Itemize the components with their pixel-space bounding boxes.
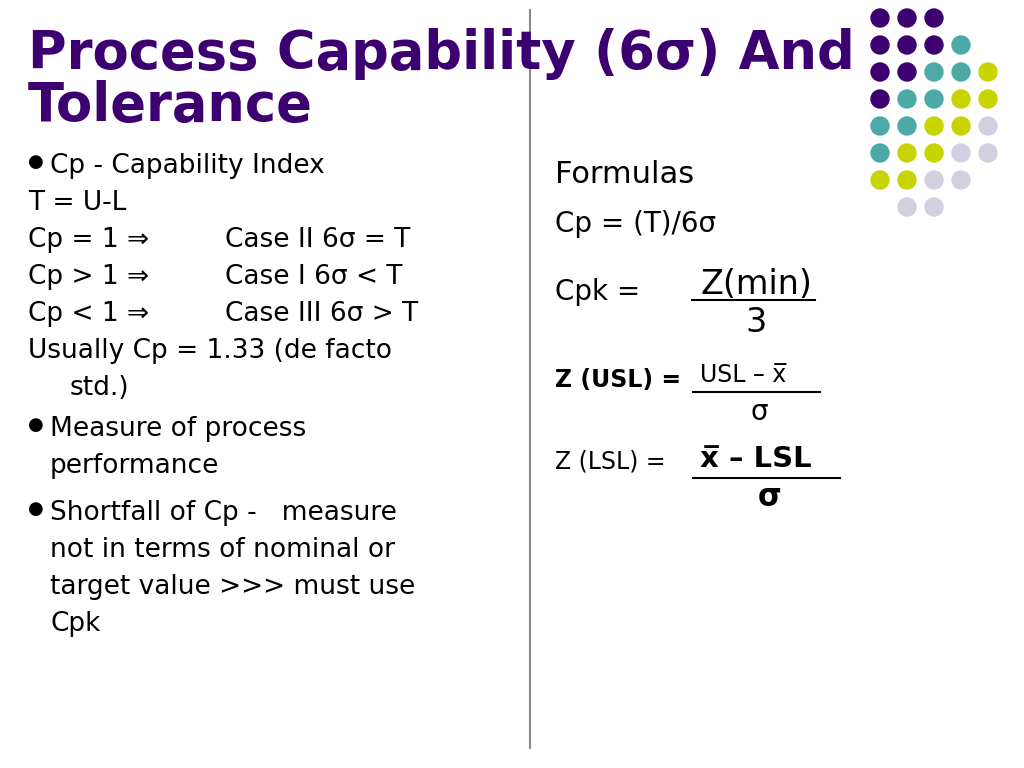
- Circle shape: [871, 117, 889, 135]
- Text: target value >>> must use: target value >>> must use: [50, 574, 416, 600]
- Circle shape: [898, 9, 916, 27]
- Circle shape: [898, 63, 916, 81]
- Circle shape: [979, 90, 997, 108]
- Circle shape: [925, 9, 943, 27]
- Text: ●: ●: [28, 500, 44, 518]
- Circle shape: [898, 171, 916, 189]
- Circle shape: [952, 90, 970, 108]
- Circle shape: [925, 63, 943, 81]
- Text: Usually Cp = 1.33 (de facto: Usually Cp = 1.33 (de facto: [28, 338, 392, 364]
- Circle shape: [952, 171, 970, 189]
- Circle shape: [925, 36, 943, 54]
- Text: Shortfall of Cp -   measure: Shortfall of Cp - measure: [50, 500, 397, 526]
- Text: performance: performance: [50, 453, 219, 479]
- Text: Formulas: Formulas: [555, 160, 694, 189]
- Text: Case I 6σ < T: Case I 6σ < T: [225, 264, 402, 290]
- Circle shape: [925, 171, 943, 189]
- Text: Cpk =: Cpk =: [555, 278, 649, 306]
- Circle shape: [925, 144, 943, 162]
- Text: Measure of process: Measure of process: [50, 416, 306, 442]
- Text: Cp > 1 ⇒: Cp > 1 ⇒: [28, 264, 150, 290]
- Text: 3: 3: [745, 306, 766, 339]
- Text: Cp - Capability Index: Cp - Capability Index: [50, 153, 325, 179]
- Text: Process Capability (6σ) And: Process Capability (6σ) And: [28, 28, 855, 80]
- Text: USL – x̅: USL – x̅: [700, 363, 786, 387]
- Circle shape: [898, 117, 916, 135]
- Text: not in terms of nominal or: not in terms of nominal or: [50, 537, 395, 563]
- Circle shape: [925, 198, 943, 216]
- Circle shape: [871, 36, 889, 54]
- Circle shape: [979, 63, 997, 81]
- Text: Z (USL) =: Z (USL) =: [555, 368, 681, 392]
- Text: ●: ●: [28, 153, 44, 171]
- Text: σ: σ: [758, 483, 781, 512]
- Text: Cp = (T)/6σ: Cp = (T)/6σ: [555, 210, 716, 238]
- Text: σ: σ: [750, 398, 768, 426]
- Circle shape: [952, 36, 970, 54]
- Circle shape: [871, 144, 889, 162]
- Text: Case II 6σ = T: Case II 6σ = T: [225, 227, 411, 253]
- Circle shape: [979, 144, 997, 162]
- Circle shape: [898, 90, 916, 108]
- Text: Cp = 1 ⇒: Cp = 1 ⇒: [28, 227, 150, 253]
- Text: T = U-L: T = U-L: [28, 190, 126, 216]
- Text: x̅ – LSL: x̅ – LSL: [700, 445, 812, 473]
- Circle shape: [871, 90, 889, 108]
- Circle shape: [925, 90, 943, 108]
- Text: Z(min): Z(min): [700, 268, 812, 301]
- Text: ●: ●: [28, 416, 44, 434]
- Circle shape: [871, 171, 889, 189]
- Text: Cpk: Cpk: [50, 611, 100, 637]
- Circle shape: [925, 117, 943, 135]
- Text: Z (LSL) =: Z (LSL) =: [555, 450, 666, 474]
- Circle shape: [979, 117, 997, 135]
- Text: Tolerance: Tolerance: [28, 80, 313, 132]
- Circle shape: [952, 117, 970, 135]
- Text: Case III 6σ > T: Case III 6σ > T: [225, 301, 418, 327]
- Circle shape: [898, 36, 916, 54]
- Circle shape: [898, 198, 916, 216]
- Circle shape: [952, 144, 970, 162]
- Circle shape: [871, 63, 889, 81]
- Text: std.): std.): [70, 375, 130, 401]
- Text: Cp < 1 ⇒: Cp < 1 ⇒: [28, 301, 150, 327]
- Circle shape: [898, 144, 916, 162]
- Circle shape: [871, 9, 889, 27]
- Circle shape: [952, 63, 970, 81]
